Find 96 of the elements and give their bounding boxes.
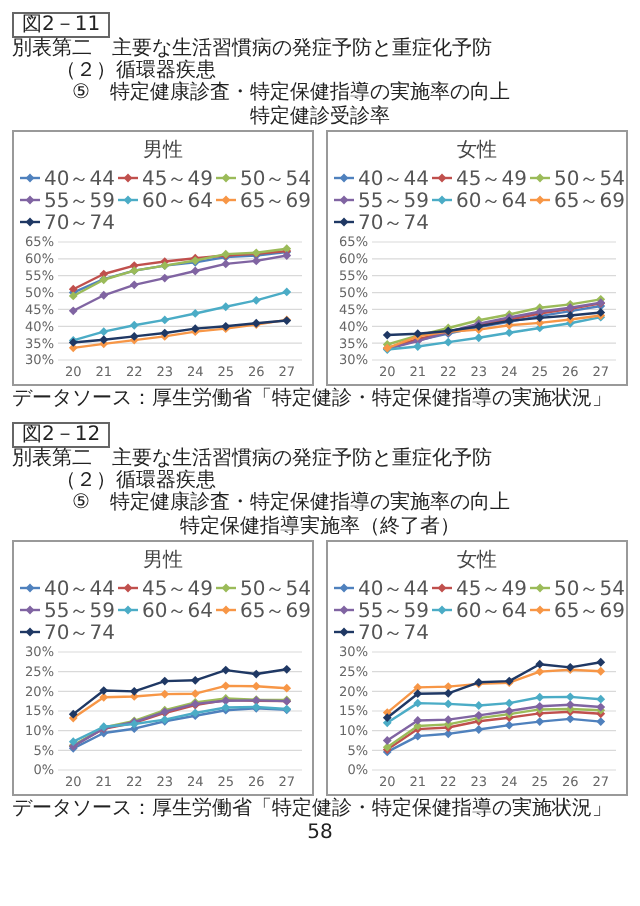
point [474, 725, 484, 734]
legend-label: 65～69 [554, 191, 625, 213]
point [99, 327, 109, 337]
legend-label: 60～64 [142, 601, 213, 623]
point [382, 736, 392, 745]
point [535, 692, 545, 702]
legend-label: 50～54 [240, 169, 311, 191]
point [535, 667, 545, 677]
point [221, 665, 231, 675]
text: ⑤ 特定健康診査・特定保健指導の実施率の向上 [70, 82, 512, 104]
legend-label: 50～54 [554, 169, 625, 191]
legend-label: 45～49 [142, 169, 213, 191]
legend-label: 55～59 [44, 601, 115, 623]
legend-label: 70～74 [358, 623, 429, 645]
legend-label: 55～59 [44, 191, 115, 213]
point [190, 689, 200, 699]
text: 58 [305, 822, 335, 844]
point [413, 698, 423, 708]
legend-label: 65～69 [240, 601, 311, 623]
point [474, 701, 484, 710]
point [68, 306, 78, 316]
legend-label: 55～59 [358, 191, 429, 213]
point [443, 337, 453, 347]
point [596, 657, 606, 667]
point [160, 315, 170, 325]
point [382, 713, 392, 723]
point [443, 699, 453, 709]
point [413, 342, 423, 351]
text: 特定健診受診率 [248, 106, 392, 128]
text: （２）循環器疾患 [54, 60, 216, 82]
chart-title: 男性 [143, 548, 183, 572]
point [504, 698, 514, 708]
chart-title: 女性 [457, 548, 497, 572]
legend-label: 40～44 [44, 169, 115, 191]
point [596, 694, 606, 704]
chart-title: 男性 [143, 138, 183, 162]
point [413, 683, 423, 692]
point [99, 686, 109, 695]
point [474, 333, 484, 343]
point [535, 717, 545, 727]
point [282, 287, 292, 297]
caption: 図2－12 [12, 422, 111, 448]
point [190, 675, 200, 685]
point [160, 273, 170, 283]
text: （２）循環器疾患 [54, 470, 216, 492]
point [282, 664, 292, 674]
legend-label: 50～54 [554, 579, 625, 601]
legend-label: 60～64 [456, 601, 527, 623]
legend-label: 55～59 [358, 601, 429, 623]
caption: 図2－11 [12, 12, 111, 38]
text: データソース：厚生労働省「特定健診・特定保健指導の実施状況」 [12, 388, 614, 410]
point [190, 266, 200, 276]
legend-label: 40～44 [358, 169, 429, 191]
text: 別表第二 主要な生活習慣病の発症予防と重症化予防 [12, 38, 494, 60]
point [413, 689, 423, 699]
point [382, 330, 392, 340]
point [221, 302, 231, 312]
chart-title: 女性 [457, 138, 497, 162]
point [504, 720, 514, 730]
point [596, 666, 606, 676]
text: 別表第二 主要な生活習慣病の発症予防と重症化予防 [12, 448, 494, 470]
point [99, 290, 109, 300]
text: データソース：厚生労働省「特定健診・特定保健指導の実施状況」 [12, 798, 614, 820]
point [251, 681, 261, 691]
legend-label: 45～49 [142, 579, 213, 601]
legend-label: 50～54 [240, 579, 311, 601]
point [282, 683, 292, 693]
legend-label: 45～49 [456, 579, 527, 601]
legend-label: 70～74 [358, 213, 429, 235]
point [129, 686, 139, 696]
point [221, 259, 231, 269]
legend-label: 60～64 [142, 191, 213, 213]
legend-label: 60～64 [456, 191, 527, 213]
legend-label: 45～49 [456, 169, 527, 191]
point [251, 295, 261, 305]
point [565, 714, 575, 724]
legend-label: 40～44 [44, 579, 115, 601]
point [251, 669, 261, 679]
point [596, 717, 606, 727]
point [535, 659, 545, 669]
legend-label: 40～44 [358, 579, 429, 601]
point [504, 328, 514, 338]
point [221, 681, 231, 691]
point [413, 716, 423, 725]
legend-label: 70～74 [44, 623, 115, 645]
legend-label: 65～69 [554, 601, 625, 623]
point [190, 309, 200, 318]
point [565, 692, 575, 702]
point [413, 731, 423, 741]
point [129, 280, 139, 290]
text: ⑤ 特定健康診査・特定保健指導の実施率の向上 [70, 492, 512, 514]
legend-label: 65～69 [240, 191, 311, 213]
text: 特定保健指導実施率（終了者） [178, 516, 462, 538]
point [129, 320, 139, 330]
point [443, 688, 453, 698]
legend-label: 70～74 [44, 213, 115, 235]
